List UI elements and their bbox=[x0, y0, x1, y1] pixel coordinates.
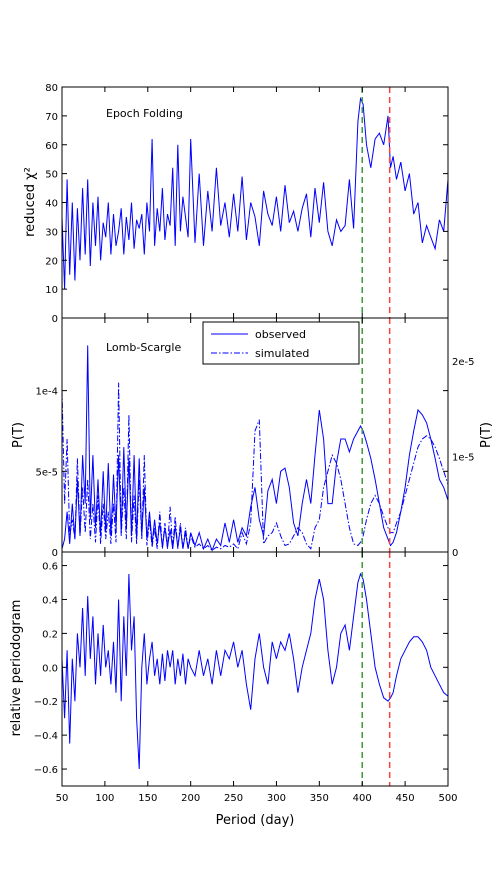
xtick-label: 50 bbox=[56, 793, 69, 804]
epoch-folding-ytick-label: 70 bbox=[45, 112, 58, 123]
x-axis-label: Period (day) bbox=[216, 813, 295, 828]
lomb-scargle-ytick-label-right: 2e-5 bbox=[452, 357, 475, 368]
relative-periodogram-ytick-label: −0.2 bbox=[34, 697, 58, 708]
epoch-folding-ytick-label: 30 bbox=[45, 227, 58, 238]
epoch-folding-ytick-label: 40 bbox=[45, 199, 58, 210]
legend-box bbox=[202, 321, 360, 365]
xtick-label: 400 bbox=[353, 793, 372, 804]
lomb-scargle-annotation: Lomb-Scargle bbox=[106, 341, 181, 354]
xtick-label: 500 bbox=[438, 793, 457, 804]
lomb-scargle-ytick-label: 1e-4 bbox=[36, 387, 59, 398]
lomb-scargle-series-simulated-line bbox=[62, 382, 448, 552]
relative-periodogram-ylabel: relative periodogram bbox=[9, 600, 24, 737]
legend: observed simulated bbox=[202, 321, 360, 365]
lomb-scargle-ytick-label: 0 bbox=[52, 548, 58, 559]
xtick-label: 150 bbox=[138, 793, 157, 804]
epoch-folding-ytick-label: 80 bbox=[45, 83, 58, 94]
lomb-scargle-ylabel: P(T) bbox=[11, 422, 26, 448]
relative-periodogram-series-line-line bbox=[62, 572, 448, 770]
epoch-folding-ytick-label: 20 bbox=[45, 256, 58, 267]
lomb-scargle-ylabel-right: P(T) bbox=[479, 422, 494, 448]
legend-observed-label: observed bbox=[255, 328, 306, 341]
relative-periodogram-ytick-label: 0.6 bbox=[42, 562, 58, 573]
relative-periodogram-ytick-label: −0.6 bbox=[34, 765, 58, 776]
lomb-scargle-series-observed-line bbox=[62, 345, 448, 552]
relative-periodogram-ytick-label: 0.0 bbox=[42, 663, 58, 674]
relative-periodogram-frame bbox=[61, 551, 449, 787]
xtick-label: 250 bbox=[224, 793, 243, 804]
epoch-folding-ytick-label: 10 bbox=[45, 285, 58, 296]
relative-periodogram-ytick-label: −0.4 bbox=[34, 731, 58, 742]
epoch-folding-series-line-line bbox=[62, 96, 448, 290]
relative-periodogram-panel: −0.6 −0.4 −0.2 0.0 0.2 0.4 0.6 50 100 150 200 250 3… bbox=[9, 551, 458, 828]
epoch-folding-ylabel: reduced χ² bbox=[23, 167, 38, 237]
epoch-folding-panel: 0 10 20 30 40 50 60 70 80 Epoch Folding reduced … bbox=[23, 83, 449, 325]
xtick-label: 450 bbox=[396, 793, 415, 804]
epoch-folding-annotation: Epoch Folding bbox=[106, 107, 183, 120]
lomb-scargle-panel: 0 5e-5 1e-4 0 1e-5 2e-5 Lomb-Scargle P(T) P(… bbox=[11, 317, 494, 559]
epoch-folding-ytick-label: 0 bbox=[52, 314, 58, 325]
legend-simulated-label: simulated bbox=[255, 347, 309, 360]
epoch-folding-ytick-label: 50 bbox=[45, 170, 58, 181]
xtick-label: 350 bbox=[310, 793, 329, 804]
lomb-scargle-ytick-label-right: 1e-5 bbox=[452, 452, 475, 463]
epoch-folding-ytick-label: 60 bbox=[45, 141, 58, 152]
xtick-label: 100 bbox=[95, 793, 114, 804]
xtick-label: 200 bbox=[181, 793, 200, 804]
xtick-label: 300 bbox=[267, 793, 286, 804]
relative-periodogram-ytick-label: 0.4 bbox=[42, 595, 58, 606]
lomb-scargle-ytick-label: 5e-5 bbox=[36, 467, 59, 478]
lomb-scargle-ytick-label-right: 0 bbox=[452, 548, 458, 559]
relative-periodogram-ytick-label: 0.2 bbox=[42, 629, 58, 640]
